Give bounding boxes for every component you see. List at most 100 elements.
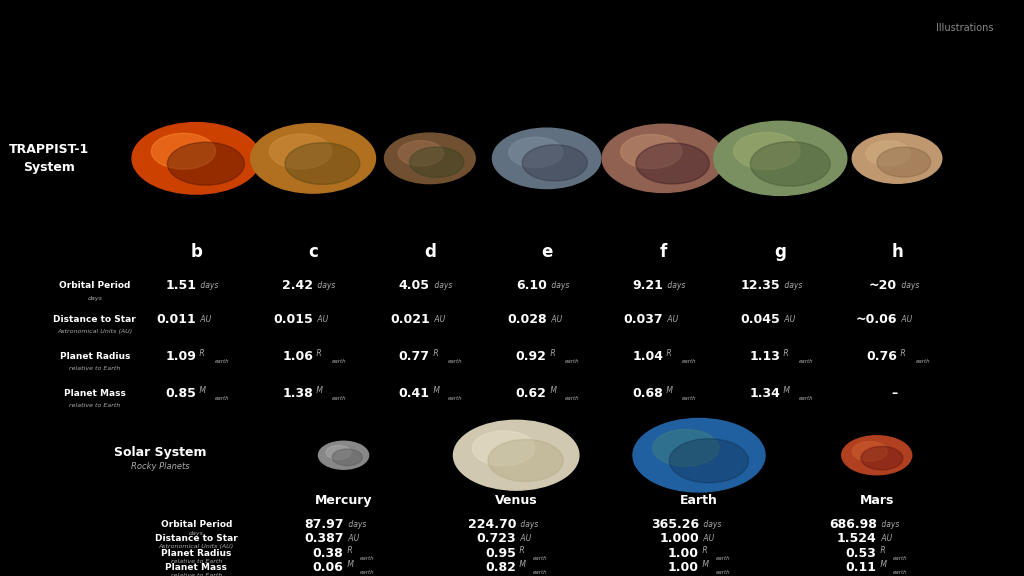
Text: AU: AU — [701, 534, 715, 543]
Text: R: R — [898, 349, 905, 358]
Text: Planet Radius: Planet Radius — [161, 548, 231, 558]
Text: earth: earth — [532, 556, 547, 561]
Text: AU: AU — [315, 315, 329, 324]
Text: 1.13: 1.13 — [750, 350, 780, 363]
Text: 0.85: 0.85 — [166, 386, 197, 400]
Circle shape — [621, 134, 682, 169]
Text: Astronomical Units (AU): Astronomical Units (AU) — [57, 329, 132, 335]
Text: earth: earth — [359, 556, 375, 561]
Circle shape — [410, 147, 464, 177]
Text: 0.028: 0.028 — [507, 313, 547, 326]
Text: earth: earth — [565, 396, 580, 401]
Text: Mars: Mars — [859, 494, 894, 507]
Circle shape — [132, 123, 260, 194]
Text: Astronomical Units (AU): Astronomical Units (AU) — [159, 544, 233, 550]
Text: 4.05: 4.05 — [399, 279, 430, 292]
Text: earth: earth — [215, 359, 229, 365]
Circle shape — [509, 137, 563, 168]
Text: 0.95: 0.95 — [485, 547, 516, 559]
Circle shape — [488, 439, 563, 482]
Text: 0.11: 0.11 — [846, 560, 877, 574]
Text: R: R — [700, 545, 708, 555]
Text: AU: AU — [518, 534, 531, 543]
Circle shape — [472, 431, 535, 466]
Text: 0.021: 0.021 — [390, 313, 430, 326]
Text: earth: earth — [682, 359, 696, 365]
Text: M: M — [517, 560, 526, 569]
Text: 0.723: 0.723 — [476, 532, 516, 545]
Text: Solar System: Solar System — [115, 446, 207, 459]
Circle shape — [398, 141, 443, 166]
Text: e: e — [541, 242, 552, 261]
Text: earth: earth — [332, 396, 346, 401]
Text: 0.38: 0.38 — [312, 547, 343, 559]
Text: 224.70: 224.70 — [468, 518, 516, 531]
Circle shape — [522, 145, 588, 181]
Text: 0.011: 0.011 — [157, 313, 197, 326]
Circle shape — [751, 142, 830, 186]
Text: days: days — [188, 530, 204, 536]
Text: TRAPPIST-1
System: TRAPPIST-1 System — [9, 143, 89, 174]
Text: AU: AU — [899, 315, 912, 324]
Text: days: days — [549, 281, 569, 290]
Text: relative to Earth: relative to Earth — [171, 573, 222, 576]
Text: 0.92: 0.92 — [516, 350, 547, 363]
Text: days: days — [666, 281, 686, 290]
Circle shape — [152, 133, 215, 169]
Text: f: f — [659, 242, 667, 261]
Text: R: R — [878, 545, 886, 555]
Text: 686.98: 686.98 — [828, 518, 877, 531]
Circle shape — [714, 122, 847, 195]
Text: c: c — [308, 242, 318, 261]
Text: earth: earth — [715, 570, 730, 575]
Text: days: days — [518, 520, 539, 529]
Text: days: days — [701, 520, 722, 529]
Text: ~0.06: ~0.06 — [855, 313, 897, 326]
Text: Planet Mass: Planet Mass — [63, 389, 126, 397]
Text: Earth: Earth — [680, 494, 718, 507]
Text: earth: earth — [449, 396, 463, 401]
Text: AU: AU — [432, 315, 445, 324]
Text: 0.82: 0.82 — [485, 560, 516, 574]
Text: earth: earth — [449, 359, 463, 365]
Text: earth: earth — [532, 570, 547, 575]
Text: 0.53: 0.53 — [846, 547, 877, 559]
Text: AU: AU — [345, 534, 358, 543]
Circle shape — [633, 419, 765, 492]
Text: Distance to Star: Distance to Star — [155, 534, 238, 543]
Circle shape — [877, 147, 931, 177]
Text: M: M — [344, 560, 353, 569]
Text: 87.97: 87.97 — [304, 518, 343, 531]
Circle shape — [670, 439, 749, 483]
Text: AU: AU — [199, 315, 212, 324]
Circle shape — [652, 430, 719, 466]
Circle shape — [269, 134, 332, 169]
Text: relative to Earth: relative to Earth — [69, 403, 121, 408]
Text: 0.045: 0.045 — [740, 313, 780, 326]
Text: days: days — [199, 281, 219, 290]
Text: Orbital Period: Orbital Period — [161, 520, 232, 529]
Text: relative to Earth: relative to Earth — [69, 366, 121, 371]
Circle shape — [493, 128, 601, 188]
Circle shape — [332, 449, 362, 466]
Text: 1.04: 1.04 — [633, 350, 664, 363]
Text: 0.387: 0.387 — [304, 532, 343, 545]
Text: 1.06: 1.06 — [283, 350, 313, 363]
Text: earth: earth — [799, 396, 813, 401]
Text: days: days — [87, 295, 102, 301]
Text: earth: earth — [332, 359, 346, 365]
Text: M: M — [431, 386, 440, 395]
Text: Distance to Star: Distance to Star — [53, 315, 136, 324]
Text: relative to Earth: relative to Earth — [171, 559, 222, 564]
Text: 1.34: 1.34 — [750, 386, 780, 400]
Text: earth: earth — [893, 556, 907, 561]
Text: d: d — [424, 242, 436, 261]
Text: R: R — [517, 545, 525, 555]
Text: Venus: Venus — [495, 494, 538, 507]
Circle shape — [733, 132, 800, 169]
Circle shape — [865, 141, 910, 166]
Text: 1.00: 1.00 — [668, 560, 699, 574]
Circle shape — [852, 442, 887, 461]
Circle shape — [636, 143, 710, 184]
Circle shape — [602, 124, 725, 192]
